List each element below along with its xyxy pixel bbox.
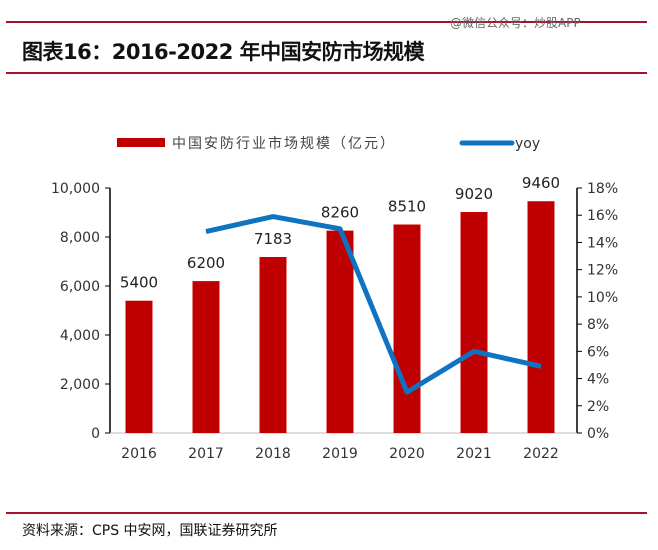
title-rule <box>6 72 647 74</box>
right-tick-label: 0% <box>587 426 609 442</box>
bar-data-label: 8260 <box>321 204 359 222</box>
bar-2018 <box>259 257 287 433</box>
x-tick-label: 2017 <box>188 446 224 462</box>
chart-title: 图表16：2016-2022 年中国安防市场规模 <box>22 40 425 64</box>
bar-data-label: 9460 <box>522 174 560 192</box>
left-tick-label: 10,000 <box>51 181 100 197</box>
x-tick-label: 2016 <box>121 446 157 462</box>
legend-line-label: yoy <box>515 136 540 152</box>
right-tick-label: 4% <box>587 372 609 388</box>
bar-2017 <box>192 281 220 433</box>
x-tick-label: 2022 <box>523 446 559 462</box>
bar-2020 <box>393 224 421 433</box>
bar-2022 <box>527 201 555 433</box>
x-tick-label: 2021 <box>456 446 492 462</box>
bar-data-label: 7183 <box>254 230 292 248</box>
right-tick-label: 10% <box>587 290 618 306</box>
left-tick-label: 2,000 <box>60 377 100 393</box>
watermark: @微信公众号：炒股APP <box>450 16 581 30</box>
x-tick-label: 2020 <box>389 446 425 462</box>
yoy-line <box>205 214 542 395</box>
legend-bar-swatch <box>117 138 165 147</box>
right-tick-label: 6% <box>587 344 609 360</box>
bar-data-label: 9020 <box>455 185 493 203</box>
bar-2016 <box>125 300 153 433</box>
right-tick-label: 14% <box>587 235 618 251</box>
right-tick-label: 8% <box>587 317 609 333</box>
right-tick-label: 12% <box>587 263 618 279</box>
bar-data-label: 6200 <box>187 254 225 272</box>
left-tick-label: 0 <box>91 426 100 442</box>
top-rule <box>6 21 647 23</box>
left-tick-label: 8,000 <box>60 230 100 246</box>
left-tick-label: 6,000 <box>60 279 100 295</box>
legend-bar-label: 中国安防行业市场规模（亿元） <box>172 135 396 152</box>
right-tick-label: 2% <box>587 399 609 415</box>
right-tick-label: 18% <box>587 181 618 197</box>
left-tick-label: 4,000 <box>60 328 100 344</box>
chart: 0 2,000 4,000 6,000 8,000 10,000 0% 2% 4% 6% 8% 10%… <box>51 135 618 462</box>
bar-2019 <box>326 230 354 433</box>
bottom-rule <box>6 512 647 514</box>
x-tick-label: 2019 <box>322 446 358 462</box>
bar-2021 <box>460 212 488 433</box>
bar-data-label: 8510 <box>388 198 426 216</box>
source-note: 资料来源：CPS 中安网，国联证券研究所 <box>22 523 278 539</box>
x-tick-label: 2018 <box>255 446 291 462</box>
right-tick-label: 16% <box>587 208 618 224</box>
bar-data-label: 5400 <box>120 274 158 292</box>
